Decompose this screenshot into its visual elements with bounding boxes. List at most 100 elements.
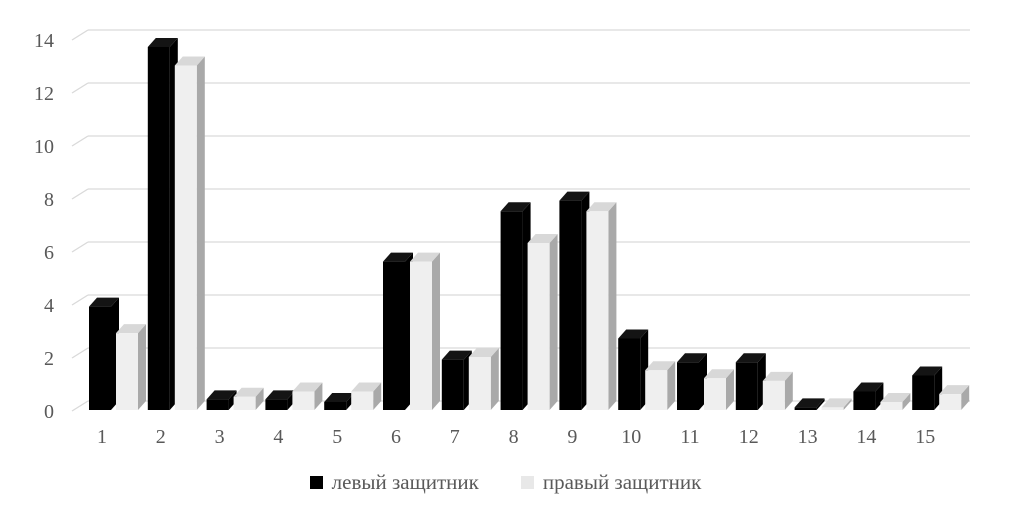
y-tick-label: 8	[44, 189, 54, 211]
bar-left-defender-cat-13-side	[816, 398, 825, 410]
legend-swatch-left-defender	[309, 476, 323, 489]
bar-left-defender-cat-12-top	[735, 353, 766, 363]
bar-right-defender-cat-13	[821, 407, 844, 410]
bar-left-defender-cat-6-top	[383, 252, 413, 262]
bar-right-defender-cat-1-side	[138, 324, 146, 410]
bar-left-defender-cat-15	[912, 375, 935, 410]
x-tick-label: 4	[273, 426, 283, 448]
legend-label-left-defender: левый защитник	[331, 470, 479, 494]
gridline-depth-connector	[71, 135, 89, 147]
gridline-depth-connector	[71, 347, 89, 359]
bar-left-defender-cat-12	[735, 362, 758, 410]
bar-right-defender-cat-10	[645, 370, 668, 410]
gridline-depth-connector	[71, 241, 89, 253]
gridline-depth-connector	[71, 188, 89, 200]
bar-right-defender-cat-5-top	[351, 382, 382, 392]
bar-left-defender-cat-11	[677, 362, 699, 410]
bar-right-defender-cat-1	[116, 333, 138, 410]
bar-left-defender-cat-8	[500, 211, 523, 410]
bar-right-defender-cat-14	[880, 402, 903, 410]
bar-left-defender-cat-11-top	[677, 353, 707, 363]
legend: левый защитник правый защитник	[0, 470, 1011, 495]
bar-right-defender-cat-2-side	[196, 56, 205, 410]
bar-left-defender-cat-1-top	[89, 297, 119, 307]
x-tick-label: 15	[915, 426, 935, 448]
bar-right-defender-cat-10-side	[667, 361, 676, 410]
bar-left-defender-cat-5	[324, 402, 347, 410]
bar-left-defender-cat-4	[265, 399, 288, 410]
bar-left-defender-cat-13-top	[794, 398, 825, 408]
bar-left-defender-cat-10	[618, 338, 641, 410]
x-tick-label: 5	[332, 426, 342, 448]
bar-right-defender-cat-3-top	[233, 387, 264, 397]
bar-right-defender-cat-14-top	[880, 393, 911, 403]
bar-right-defender-cat-9	[586, 211, 609, 410]
legend-swatch-right-defender	[520, 476, 534, 489]
y-tick-label: 12	[34, 83, 54, 105]
bar-right-defender-cat-8-top	[527, 234, 558, 244]
y-tick-label: 6	[44, 242, 54, 264]
x-tick-label: 1	[97, 426, 107, 448]
bar-right-defender-cat-4-top	[292, 382, 323, 392]
bar-left-defender-cat-14	[853, 391, 876, 410]
bar-right-defender-cat-7	[468, 357, 491, 410]
bar-right-defender-cat-2-top	[174, 56, 205, 66]
x-tick-label: 13	[798, 426, 818, 448]
x-tick-label: 10	[621, 426, 641, 448]
bar-right-defender-cat-9-top	[586, 202, 617, 212]
bar-left-defender-cat-5-top	[324, 393, 355, 403]
bar-right-defender-cat-2	[174, 65, 197, 410]
y-tick-label: 0	[44, 401, 54, 423]
bar-left-defender-cat-7	[441, 359, 464, 410]
x-tick-label: 6	[391, 426, 401, 448]
bar-right-defender-cat-6-side	[432, 252, 440, 410]
bar-left-defender-cat-14-top	[853, 382, 884, 392]
bar-right-defender-cat-15	[939, 394, 962, 410]
bar-left-defender-cat-7-top	[441, 350, 472, 360]
x-tick-label: 2	[156, 426, 166, 448]
gridline-depth-connector	[71, 29, 89, 41]
bar-left-defender-cat-4-top	[265, 390, 296, 400]
bar-right-defender-cat-8-side	[549, 234, 558, 410]
x-tick-label: 3	[215, 426, 225, 448]
y-tick-label: 14	[34, 30, 54, 52]
bar-right-defender-cat-15-side	[961, 385, 970, 410]
bar-left-defender-cat-3	[206, 399, 229, 410]
bar-right-defender-cat-4	[292, 391, 315, 410]
bar-left-defender-cat-9	[559, 200, 582, 410]
bar-left-defender-cat-3-top	[206, 390, 237, 400]
bar-right-defender-cat-11-top	[704, 369, 734, 379]
bar-right-defender-cat-8	[527, 243, 550, 410]
bar-left-defender-cat-15-top	[912, 366, 943, 376]
bar-right-defender-cat-5	[351, 391, 374, 410]
bar-right-defender-cat-7-side	[490, 348, 499, 410]
bar-right-defender-cat-12	[762, 380, 785, 410]
bar-left-defender-cat-8-top	[500, 202, 531, 212]
bar-right-defender-cat-13-top	[821, 398, 852, 408]
bar-right-defender-cat-14-side	[902, 393, 911, 410]
gridline-depth-connector	[71, 82, 89, 94]
legend-item-right-defender: правый защитник	[520, 470, 702, 495]
bar-right-defender-cat-12-top	[762, 371, 793, 381]
bar-right-defender-cat-7-top	[468, 348, 499, 357]
bar-right-defender-cat-3	[233, 396, 256, 410]
bar-left-defender-cat-6	[383, 261, 405, 410]
y-tick-label: 4	[44, 295, 54, 317]
bar-right-defender-cat-11	[704, 378, 726, 410]
bar-left-defender-cat-3-side	[228, 390, 237, 410]
bar-right-defender-cat-4-side	[314, 382, 323, 410]
legend-item-left-defender: левый защитник	[309, 470, 479, 495]
bar-right-defender-cat-5-side	[373, 382, 382, 410]
legend-label-right-defender: правый защитник	[542, 470, 702, 494]
gridline-depth-connector	[71, 294, 89, 306]
bar-right-defender-cat-13-side	[843, 398, 852, 410]
bar-right-defender-cat-6	[410, 261, 432, 410]
bar-right-defender-cat-12-side	[784, 371, 793, 410]
bar-right-defender-cat-6-top	[410, 252, 440, 262]
bar-right-defender-cat-1-top	[116, 324, 146, 334]
y-tick-label: 2	[44, 348, 54, 370]
bar-left-defender-cat-13	[794, 407, 817, 410]
x-tick-label: 8	[509, 426, 519, 448]
